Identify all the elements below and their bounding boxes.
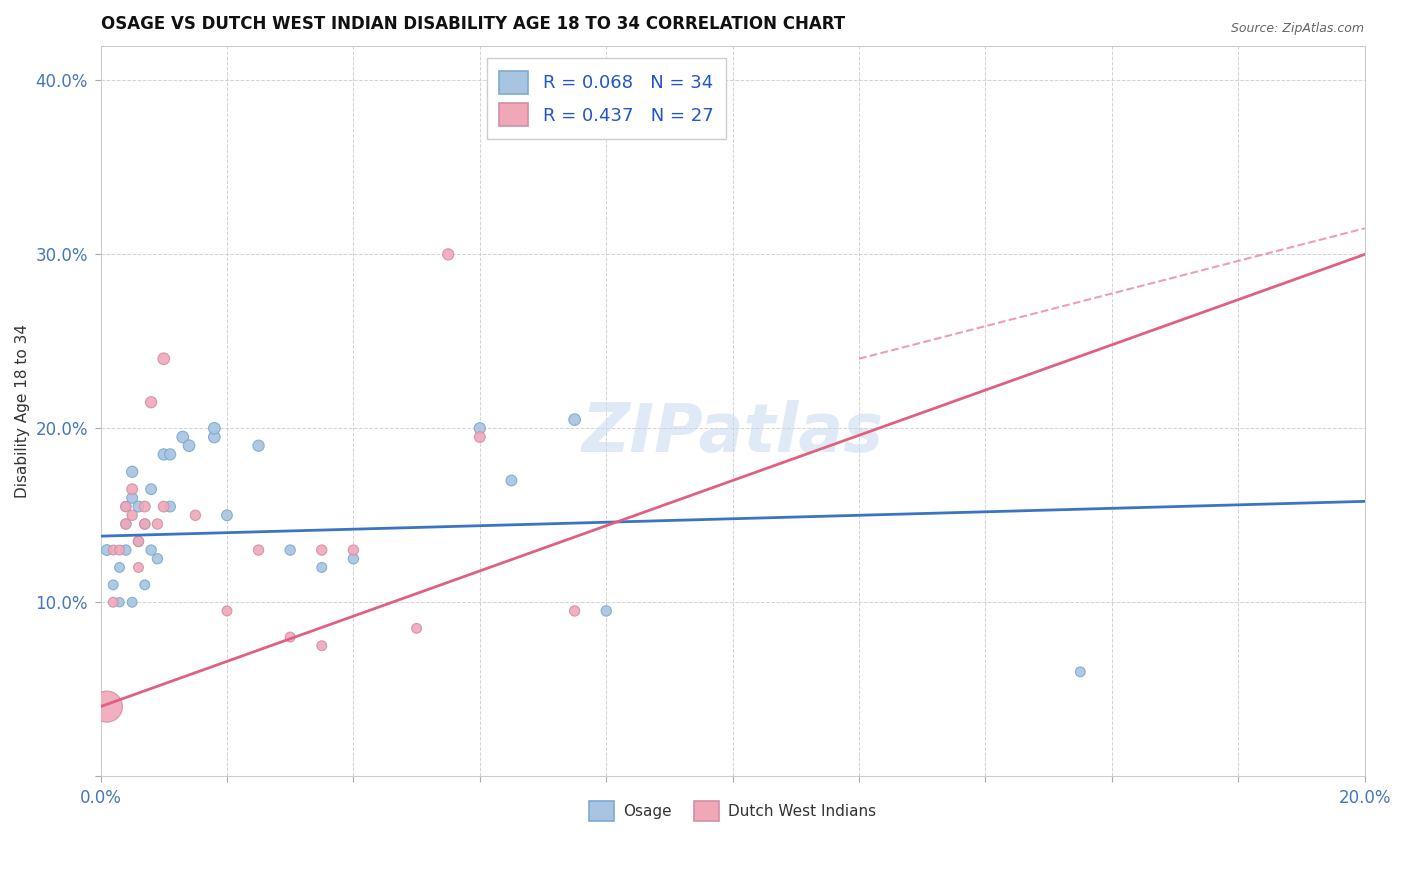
Point — [152, 500, 174, 514]
Point — [202, 421, 225, 435]
Point — [564, 412, 586, 426]
Point — [108, 560, 131, 574]
Point — [134, 516, 156, 531]
Point — [437, 247, 460, 261]
Point — [139, 395, 162, 409]
Point — [152, 351, 174, 366]
Point — [159, 500, 181, 514]
Point — [134, 516, 156, 531]
Point — [1069, 665, 1091, 679]
Point — [115, 500, 138, 514]
Point — [115, 543, 138, 558]
Point — [278, 543, 301, 558]
Point — [121, 465, 143, 479]
Point — [146, 516, 169, 531]
Point — [103, 578, 125, 592]
Point — [139, 482, 162, 496]
Point — [202, 430, 225, 444]
Point — [311, 543, 333, 558]
Legend: Osage, Dutch West Indians: Osage, Dutch West Indians — [583, 795, 882, 827]
Point — [121, 595, 143, 609]
Point — [108, 543, 131, 558]
Point — [96, 699, 118, 714]
Point — [121, 482, 143, 496]
Point — [134, 578, 156, 592]
Point — [564, 604, 586, 618]
Point — [115, 516, 138, 531]
Point — [152, 447, 174, 461]
Point — [115, 516, 138, 531]
Point — [127, 534, 149, 549]
Point — [184, 508, 207, 523]
Point — [134, 500, 156, 514]
Text: OSAGE VS DUTCH WEST INDIAN DISABILITY AGE 18 TO 34 CORRELATION CHART: OSAGE VS DUTCH WEST INDIAN DISABILITY AG… — [101, 15, 845, 33]
Point — [103, 595, 125, 609]
Point — [342, 551, 364, 566]
Point — [342, 543, 364, 558]
Text: Source: ZipAtlas.com: Source: ZipAtlas.com — [1230, 22, 1364, 36]
Point — [159, 447, 181, 461]
Point — [405, 621, 427, 635]
Point — [595, 604, 617, 618]
Point — [177, 439, 200, 453]
Point — [215, 508, 238, 523]
Point — [96, 543, 118, 558]
Point — [139, 543, 162, 558]
Point — [311, 639, 333, 653]
Y-axis label: Disability Age 18 to 34: Disability Age 18 to 34 — [15, 324, 30, 498]
Point — [247, 439, 270, 453]
Point — [311, 560, 333, 574]
Point — [247, 543, 270, 558]
Point — [127, 500, 149, 514]
Point — [146, 551, 169, 566]
Text: ZIPatlas: ZIPatlas — [582, 400, 883, 466]
Point — [468, 421, 491, 435]
Point — [121, 491, 143, 505]
Point — [278, 630, 301, 644]
Point — [501, 474, 523, 488]
Point — [172, 430, 194, 444]
Point — [108, 595, 131, 609]
Point — [103, 543, 125, 558]
Point — [468, 430, 491, 444]
Point — [215, 604, 238, 618]
Point — [127, 534, 149, 549]
Point — [115, 500, 138, 514]
Point — [121, 508, 143, 523]
Point — [127, 560, 149, 574]
